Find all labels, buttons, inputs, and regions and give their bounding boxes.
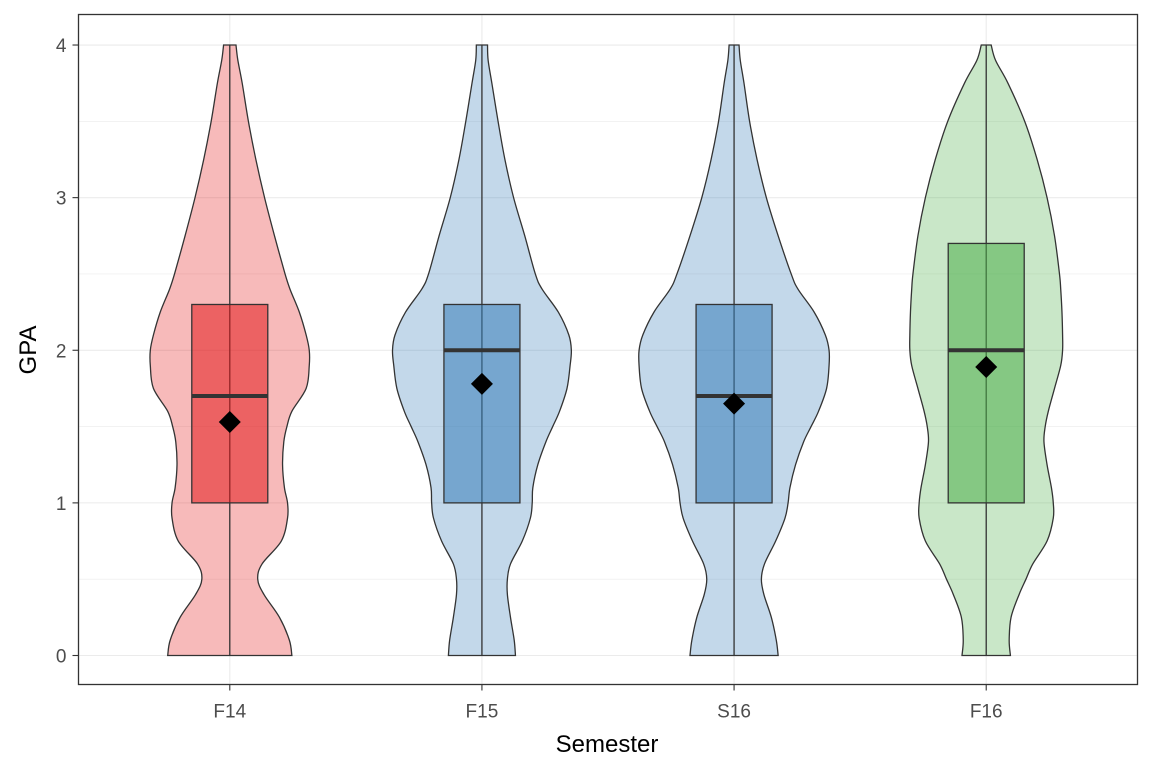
y-tick-label: 2	[56, 341, 67, 362]
x-axis-title: Semester	[556, 731, 659, 758]
y-tick-label: 0	[56, 647, 67, 668]
mean-point-F15	[470, 372, 493, 395]
mean-point-S16	[723, 392, 746, 415]
mean-point-F16	[975, 356, 998, 379]
boxplots	[191, 45, 1025, 656]
y-tick-label: 3	[56, 189, 67, 210]
y-axis-title: GPA	[15, 326, 42, 375]
box-F14	[191, 303, 269, 504]
mean-markers	[218, 356, 998, 433]
x-tick-label: F15	[466, 702, 499, 723]
axes: 0 1 2 3 4 F14 F15 S16 F16	[56, 36, 1003, 722]
box-F15	[443, 303, 521, 504]
y-tick-label: 1	[56, 494, 67, 515]
x-tick-label: F16	[970, 702, 1003, 723]
x-tick-label: F14	[213, 702, 246, 723]
y-tick-label: 4	[56, 36, 67, 57]
panel-border	[77, 13, 1139, 686]
mean-point-F14	[218, 410, 241, 433]
x-tick-label: S16	[717, 702, 751, 723]
